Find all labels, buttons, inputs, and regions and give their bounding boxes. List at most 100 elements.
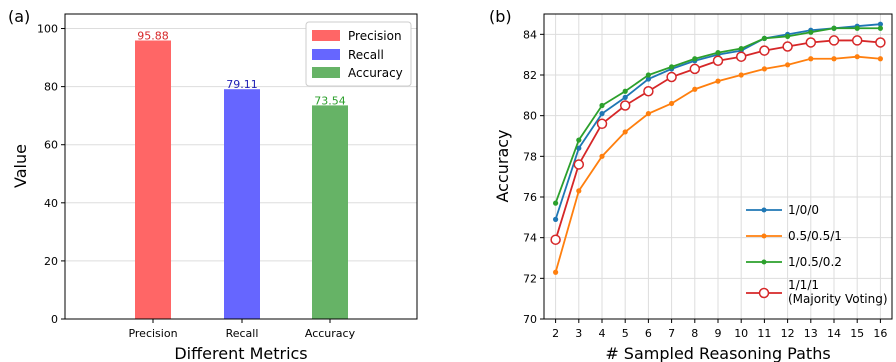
x-tick-label: 14 — [827, 327, 841, 340]
x-tick-label: 6 — [645, 327, 652, 340]
data-point — [622, 94, 628, 100]
data-point — [619, 100, 631, 111]
data-point — [553, 269, 559, 275]
data-point — [550, 234, 561, 245]
data-point — [599, 153, 605, 159]
data-point — [808, 29, 814, 35]
data-point — [782, 41, 793, 52]
bar-accuracy — [312, 105, 348, 319]
data-point — [831, 25, 837, 31]
data-point — [599, 111, 605, 117]
x-tick-label: 11 — [757, 327, 771, 340]
y-tick-label: 20 — [44, 255, 58, 268]
legend-swatch-precision — [312, 30, 340, 41]
legend-b: 1/0/0 0.5/0.5/1 1/0.5/0.2 1/1/1 (Majorit… — [746, 203, 888, 306]
bar-chart-panel: (a) 95.88 79.11 73.54 0 20 40 60 80 100 Precisi… — [8, 7, 418, 362]
data-point — [877, 25, 884, 31]
data-label-precision: 95.88 — [137, 29, 169, 42]
data-point — [805, 37, 817, 48]
data-point — [877, 56, 884, 62]
data-point — [596, 118, 608, 130]
data-point — [831, 56, 837, 62]
legend-swatch-recall — [312, 49, 340, 60]
plot-frame-a — [64, 13, 418, 320]
data-point — [759, 45, 770, 56]
legend-label-0.5-0.5-1: 0.5/0.5/1 — [788, 229, 842, 243]
y-tick-label: 70 — [523, 313, 537, 326]
data-point — [622, 88, 628, 94]
data-point — [738, 45, 744, 52]
data-point — [669, 100, 675, 107]
y-tick-label: 100 — [37, 23, 58, 36]
data-point — [645, 111, 652, 117]
x-tick-label-precision: Precision — [128, 327, 177, 340]
data-point — [877, 21, 884, 27]
data-point — [851, 35, 863, 46]
data-point — [553, 200, 559, 206]
x-tick-label: 7 — [668, 327, 675, 340]
legend-a: Precision Recall Accuracy — [305, 21, 412, 87]
legend-marker-1-1-1 — [758, 287, 770, 299]
x-tick-label: 15 — [850, 327, 864, 340]
data-point — [573, 159, 585, 170]
data-point — [808, 56, 814, 62]
legend-label-1-0-0: 1/0/0 — [788, 203, 819, 217]
data-point — [715, 50, 721, 56]
y-tick-label: 40 — [44, 197, 58, 210]
data-point — [576, 188, 582, 194]
data-point — [785, 62, 791, 68]
data-point — [669, 64, 675, 70]
y-tick-label: 0 — [51, 313, 58, 326]
y-tick-label: 84 — [523, 28, 537, 41]
legend-label-1-1-1: 1/1/1 — [788, 278, 819, 292]
legend-label-1-0.5-0.2: 1/0.5/0.2 — [788, 255, 842, 269]
x-axis-label-a: Different Metrics — [174, 344, 307, 362]
y-tick-label: 72 — [523, 272, 537, 285]
bar-precision — [135, 40, 171, 320]
data-point — [828, 35, 840, 46]
data-point — [738, 72, 744, 78]
data-point — [735, 51, 747, 62]
y-tick-label: 76 — [523, 191, 537, 204]
series-0.5-0.5-1 — [553, 54, 884, 275]
x-tick-label: 5 — [622, 327, 629, 340]
x-axis-label-b: # Sampled Reasoning Paths — [605, 344, 830, 362]
y-tick-label: 80 — [44, 81, 58, 94]
x-tick-label: 10 — [734, 327, 748, 340]
bar-recall — [224, 89, 260, 319]
legend-marker-1-0.5-0.2 — [761, 259, 767, 265]
series-1-0.5-0.2 — [553, 25, 884, 206]
x-tick-label: 3 — [575, 327, 582, 340]
y-tick-label: 74 — [523, 232, 537, 245]
legend-swatch-accuracy — [312, 67, 340, 78]
legend-label-precision: Precision — [348, 29, 402, 43]
data-point — [875, 37, 886, 48]
data-point — [666, 71, 677, 83]
data-point — [622, 129, 628, 135]
data-point — [645, 76, 652, 82]
data-point — [761, 66, 768, 72]
x-tick-label-accuracy: Accuracy — [305, 327, 356, 340]
x-tick-label: 4 — [599, 327, 606, 340]
panel-a-label: (a) — [8, 7, 30, 26]
data-point — [712, 55, 724, 67]
data-point — [692, 56, 698, 62]
y-tick-label: 82 — [523, 69, 537, 82]
data-point — [599, 102, 605, 109]
x-tick-label: 16 — [873, 327, 887, 340]
x-tick-label: 12 — [781, 327, 795, 340]
data-point — [854, 54, 860, 60]
data-point — [692, 86, 698, 92]
legend-label-recall: Recall — [348, 48, 384, 62]
data-point — [576, 137, 582, 143]
y-tick-label: 60 — [44, 139, 58, 152]
data-point — [761, 35, 768, 42]
data-point — [785, 33, 791, 39]
x-tick-label: 2 — [552, 327, 559, 340]
panel-b-label: (b) — [489, 7, 512, 26]
data-point — [553, 216, 559, 222]
legend-marker-0.5-0.5-1 — [761, 233, 767, 239]
data-point — [576, 145, 582, 151]
y-tick-label: 80 — [523, 110, 537, 123]
